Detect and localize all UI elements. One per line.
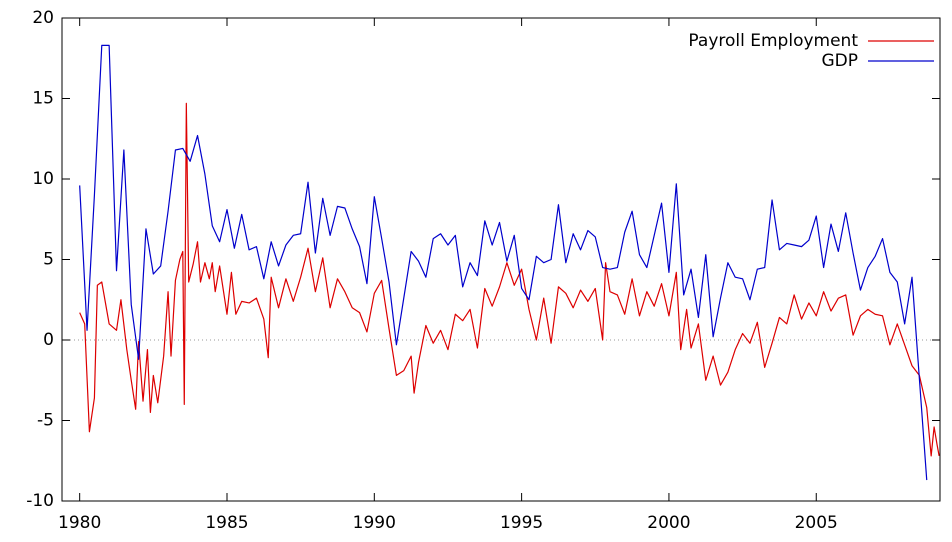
y-tick-label: 10 xyxy=(32,169,54,189)
data-line xyxy=(79,44,928,481)
plot-frame xyxy=(61,17,941,502)
x-tick-label: 2005 xyxy=(795,513,838,533)
y-tick-label: 5 xyxy=(43,250,54,270)
y-tick-label: -10 xyxy=(26,491,54,511)
y-tick-label: 0 xyxy=(43,330,54,350)
y-tick-label: -5 xyxy=(37,411,54,431)
x-tick-label: 1990 xyxy=(353,513,396,533)
legend-label: Payroll Employment xyxy=(688,31,858,51)
legend-label: GDP xyxy=(821,51,858,71)
data-line xyxy=(79,102,940,457)
y-tick-label: 20 xyxy=(32,8,54,28)
x-tick-label: 1980 xyxy=(58,513,101,533)
x-tick-label: 2000 xyxy=(647,513,690,533)
y-tick-label: 15 xyxy=(32,89,54,109)
x-tick-label: 1985 xyxy=(205,513,248,533)
x-tick-label: 1995 xyxy=(500,513,543,533)
